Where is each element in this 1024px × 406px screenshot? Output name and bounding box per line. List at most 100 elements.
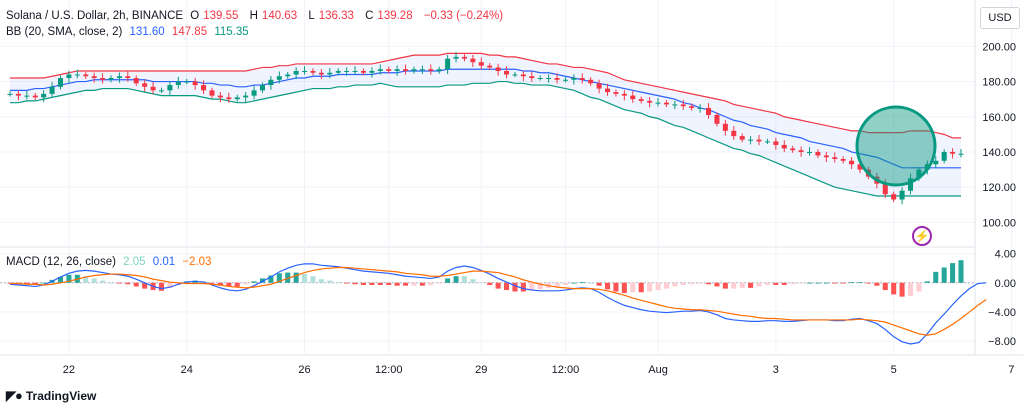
candle-body [100, 78, 106, 80]
macd-histogram-bar [209, 282, 215, 284]
candle-body [806, 151, 813, 153]
highlight-circle [855, 105, 937, 187]
candle-body [335, 70, 341, 73]
macd-histogram-bar [722, 282, 728, 289]
macd-histogram-bar [520, 282, 526, 292]
candle-body [882, 183, 888, 195]
time-tick-label: 12:00 [552, 364, 580, 376]
candle-body [630, 95, 636, 100]
candle-body [352, 70, 358, 72]
macd-histogram-bar [756, 282, 762, 287]
macd-histogram-bar [621, 282, 627, 293]
candle-body [941, 151, 947, 161]
macd-histogram-bar [865, 282, 871, 284]
macd-histogram-bar [495, 282, 501, 289]
macd-histogram-bar [403, 282, 409, 286]
macd-histogram-bar [638, 282, 644, 293]
candle-body [428, 69, 434, 71]
candle-body [217, 95, 223, 98]
candle-body [327, 72, 333, 75]
macd-histogram-bar [764, 282, 770, 285]
macd-histogram-bar [91, 278, 97, 283]
candle-body [478, 62, 484, 66]
candle-body [184, 81, 190, 83]
bb-label[interactable]: BB (20, SMA, close, 2) [6, 26, 123, 38]
macd-histogram-bar [158, 282, 165, 291]
macd-histogram-bar [874, 282, 880, 286]
candle-body [192, 81, 198, 86]
candle-body [167, 85, 173, 91]
candle-body [916, 169, 922, 179]
macd-tick-label: −4.00 [988, 307, 1016, 319]
macd-histogram-bar [739, 282, 745, 288]
candle-body [453, 56, 459, 59]
price-tick-label: 120.00 [982, 182, 1016, 194]
candle-body [596, 83, 602, 89]
macd-histogram-bar [916, 282, 922, 292]
candle-body [49, 86, 55, 94]
macd-label[interactable]: MACD (12, 26, close) [6, 256, 116, 268]
macd-histogram-bar [352, 282, 358, 285]
symbol-title[interactable]: Solana / U.S. Dollar, 2h, BINANCE [6, 10, 184, 22]
candle-body [663, 102, 669, 105]
candle-body [672, 104, 678, 106]
macd-histogram-bar [133, 282, 139, 287]
candle-body [251, 90, 257, 96]
candle-body [32, 95, 38, 98]
macd-histogram-bar [941, 267, 947, 283]
candle-body [840, 159, 846, 161]
candle-body [394, 69, 400, 71]
macd-histogram-bar [125, 282, 131, 285]
open-value: O 139.55 [190, 10, 239, 22]
macd-histogram-bar [697, 282, 703, 284]
candle-body [537, 78, 543, 80]
macd-line-value: 0.01 [152, 256, 176, 268]
candle-body [411, 69, 417, 71]
candle-body [950, 151, 956, 154]
candle-body [24, 95, 30, 97]
candle-body [588, 79, 594, 84]
candle-body [125, 76, 131, 79]
bb-lower-value: 115.35 [214, 26, 249, 38]
candle-body [436, 69, 442, 71]
macd-histogram-bar [116, 282, 122, 284]
candle-body [655, 102, 661, 104]
macd-histogram-bar [655, 282, 661, 291]
macd-histogram-bar [478, 282, 484, 283]
candle-body [234, 97, 240, 100]
macd-tick-label: −8.00 [988, 336, 1016, 348]
time-tick-label: Aug [648, 364, 668, 376]
macd-histogram-bar [217, 282, 223, 286]
currency-button[interactable]: USD [980, 7, 1020, 29]
bb-legend: BB (20, SMA, close, 2) 131.60 147.85 115… [6, 25, 253, 39]
macd-histogram-bar [933, 271, 939, 283]
macd-histogram-bar [790, 282, 796, 285]
macd-histogram-bar [579, 282, 585, 283]
macd-histogram-bar [360, 282, 366, 285]
candle-body [487, 65, 493, 68]
macd-histogram-bar [815, 282, 821, 284]
candle-body [259, 85, 266, 91]
macd-histogram-bar [276, 273, 282, 283]
macd-histogram-bar [950, 263, 956, 283]
candle-body [360, 70, 366, 73]
candle-body [470, 58, 476, 63]
symbol-legend: Solana / U.S. Dollar, 2h, BINANCE O 139.5… [6, 9, 507, 23]
candle-body [554, 78, 560, 80]
bb-basis-value: 131.60 [129, 26, 165, 38]
candle-body [268, 79, 274, 86]
macd-histogram-bar [377, 282, 383, 285]
candle-body [832, 157, 838, 160]
close-value: C 139.28 [365, 10, 413, 22]
macd-tick-label: 0.00 [995, 278, 1016, 290]
candle-body [823, 155, 829, 158]
macd-histogram-bar [891, 282, 897, 295]
candle-body [302, 70, 308, 72]
tradingview-logo[interactable]: ◤● TradingView [6, 388, 97, 403]
macd-histogram-bar [285, 272, 291, 283]
lightning-icon[interactable]: ⚡ [912, 226, 932, 246]
candle-body [133, 78, 139, 84]
candle-body [546, 78, 552, 80]
candle-body [293, 70, 299, 75]
